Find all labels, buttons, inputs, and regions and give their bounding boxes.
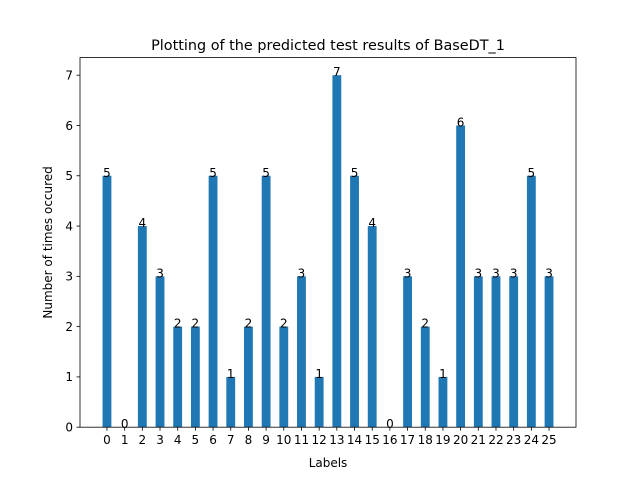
data-label-1: 0 — [121, 417, 129, 431]
y-axis: 0 1 2 3 4 5 6 7 — [65, 69, 80, 435]
y-tick-label-0: 0 — [65, 421, 73, 435]
data-label-12: 1 — [315, 367, 323, 381]
x-tick-label-18: 18 — [418, 433, 433, 447]
data-label-8: 2 — [245, 317, 253, 331]
x-tick-label-11: 11 — [294, 433, 309, 447]
bar-22 — [491, 276, 501, 428]
data-label-7: 1 — [227, 367, 235, 381]
bar-0 — [102, 175, 112, 428]
bar-5 — [190, 326, 200, 428]
bar-24 — [526, 175, 536, 428]
data-label-19: 1 — [439, 367, 447, 381]
data-label-3: 3 — [156, 266, 164, 280]
x-tick-label-20: 20 — [453, 433, 468, 447]
x-tick-label-19: 19 — [435, 433, 450, 447]
y-tick-label-7: 7 — [65, 69, 73, 83]
bars-group — [102, 75, 554, 428]
data-label-11: 3 — [298, 266, 306, 280]
data-label-18: 2 — [421, 317, 429, 331]
data-label-9: 5 — [262, 166, 270, 180]
data-label-15: 4 — [368, 216, 376, 230]
x-tick-label-21: 21 — [471, 433, 486, 447]
data-label-0: 5 — [103, 166, 111, 180]
data-label-21: 3 — [474, 266, 482, 280]
bar-7 — [226, 376, 236, 428]
x-tick-label-23: 23 — [506, 433, 521, 447]
plot-frame — [79, 57, 577, 428]
data-label-14: 5 — [351, 166, 359, 180]
data-label-6: 5 — [209, 166, 217, 180]
x-tick-label-4: 4 — [174, 433, 182, 447]
x-tick-label-25: 25 — [541, 433, 556, 447]
bar-15 — [367, 226, 377, 428]
x-tick-label-6: 6 — [209, 433, 217, 447]
bar-21 — [473, 276, 483, 428]
data-label-20: 6 — [457, 115, 465, 129]
bar-12 — [314, 376, 324, 428]
y-tick-label-6: 6 — [65, 119, 73, 133]
y-tick-label-3: 3 — [65, 270, 73, 284]
x-tick-label-1: 1 — [121, 433, 129, 447]
bar-6 — [208, 175, 218, 428]
bar-20 — [456, 125, 466, 428]
data-label-23: 3 — [510, 266, 518, 280]
bar-13 — [332, 75, 342, 428]
x-tick-label-2: 2 — [139, 433, 147, 447]
bar-2 — [137, 226, 147, 428]
bar-4 — [173, 326, 183, 428]
chart-title: Plotting of the predicted test results o… — [151, 38, 505, 54]
x-tick-label-22: 22 — [488, 433, 503, 447]
x-tick-label-10: 10 — [276, 433, 291, 447]
x-tick-label-7: 7 — [227, 433, 235, 447]
data-label-10: 2 — [280, 317, 288, 331]
data-label-2: 4 — [139, 216, 147, 230]
bar-14 — [350, 175, 359, 428]
y-tick-label-4: 4 — [65, 219, 73, 233]
bar-19 — [438, 376, 448, 428]
bar-11 — [297, 276, 306, 428]
x-tick-label-24: 24 — [524, 433, 539, 447]
bar-10 — [279, 326, 289, 428]
x-tick-label-14: 14 — [347, 433, 362, 447]
x-tick-label-5: 5 — [192, 433, 200, 447]
data-label-22: 3 — [492, 266, 500, 280]
x-tick-label-15: 15 — [365, 433, 380, 447]
x-tick-label-17: 17 — [400, 433, 415, 447]
bar-9 — [261, 175, 271, 428]
y-tick-label-5: 5 — [65, 169, 73, 183]
x-tick-label-9: 9 — [262, 433, 270, 447]
x-tick-label-3: 3 — [156, 433, 164, 447]
data-label-13: 7 — [333, 65, 341, 79]
x-axis-label: Labels — [309, 456, 348, 470]
x-tick-label-12: 12 — [312, 433, 327, 447]
data-label-25: 3 — [545, 266, 553, 280]
y-axis-label: Number of times occured — [41, 166, 55, 318]
y-tick-label-2: 2 — [65, 320, 73, 334]
x-tick-label-8: 8 — [245, 433, 253, 447]
bar-25 — [544, 276, 554, 428]
x-tick-label-13: 13 — [329, 433, 344, 447]
data-label-17: 3 — [404, 266, 412, 280]
bar-8 — [244, 326, 253, 428]
data-label-16: 0 — [386, 417, 394, 431]
bar-17 — [403, 276, 412, 428]
data-label-24: 5 — [528, 166, 536, 180]
bar-18 — [420, 326, 430, 428]
data-label-4: 2 — [174, 317, 182, 331]
bar-3 — [155, 276, 165, 428]
x-tick-label-0: 0 — [103, 433, 111, 447]
data-label-5: 2 — [192, 317, 200, 331]
x-tick-label-16: 16 — [382, 433, 397, 447]
x-axis: 0 1 2 3 4 5 6 7 8 9 10 11 12 13 14 15 16 17 18 19 20 21 22 23 24… — [103, 427, 557, 447]
y-tick-label-1: 1 — [65, 370, 73, 384]
bar-23 — [509, 276, 519, 428]
